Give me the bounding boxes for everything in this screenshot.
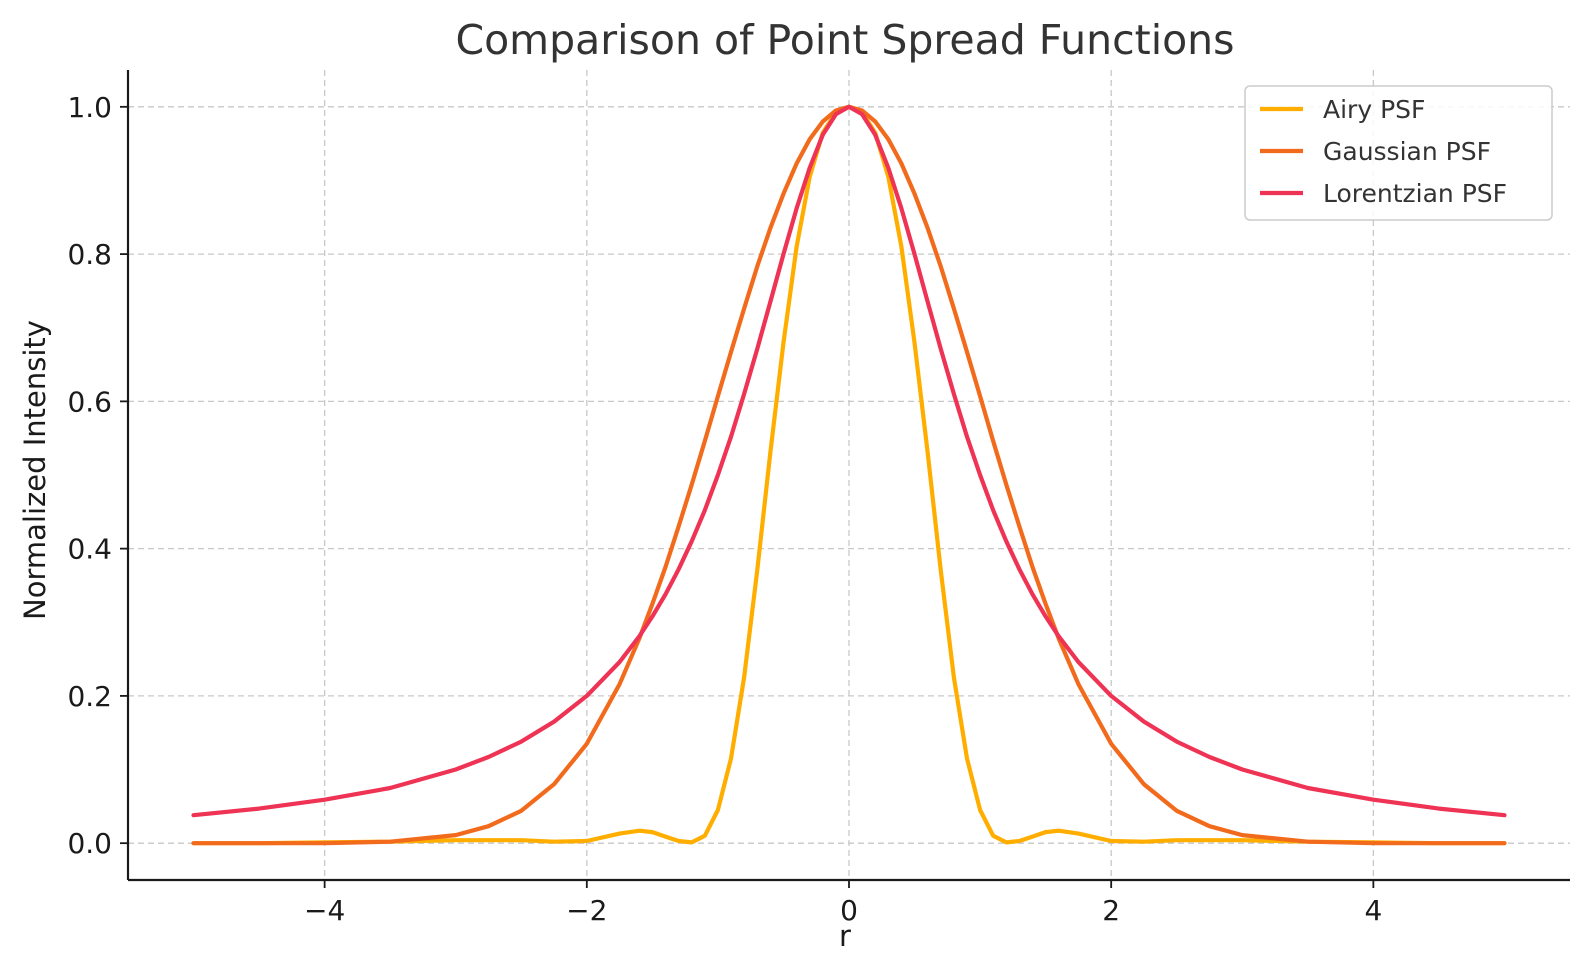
- y-tick-label: 1.0: [67, 91, 112, 124]
- x-tick-label: −4: [304, 894, 345, 927]
- legend-label: Lorentzian PSF: [1323, 179, 1507, 208]
- x-axis-ticks: −4 −2 0 2 4: [304, 880, 1382, 927]
- series-line-lorentzian-psf: [191, 104, 1507, 818]
- y-tick-label: 0.0: [67, 827, 112, 860]
- legend-label: Airy PSF: [1323, 95, 1425, 124]
- y-axis-label: Normalized Intensity: [18, 320, 52, 620]
- y-tick-label: 0.8: [67, 238, 112, 271]
- x-tick-label: 4: [1364, 894, 1382, 927]
- x-tick-label: 0: [840, 894, 858, 927]
- y-tick-label: 0.6: [67, 385, 112, 418]
- legend: Airy PSF Gaussian PSF Lorentzian PSF: [1244, 85, 1553, 221]
- series-lines: [191, 104, 1507, 846]
- y-axis-ticks: 0.0 0.2 0.4 0.6 0.8 1.0: [67, 91, 128, 860]
- y-tick-label: 0.4: [67, 533, 112, 566]
- x-axis-label: r: [839, 919, 851, 953]
- x-tick-label: 2: [1102, 894, 1120, 927]
- x-tick-label: −2: [566, 894, 607, 927]
- legend-label: Gaussian PSF: [1323, 137, 1491, 166]
- chart-title: Comparison of Point Spread Functions: [455, 16, 1234, 64]
- legend-box: [1244, 85, 1553, 221]
- y-tick-label: 0.2: [67, 680, 112, 713]
